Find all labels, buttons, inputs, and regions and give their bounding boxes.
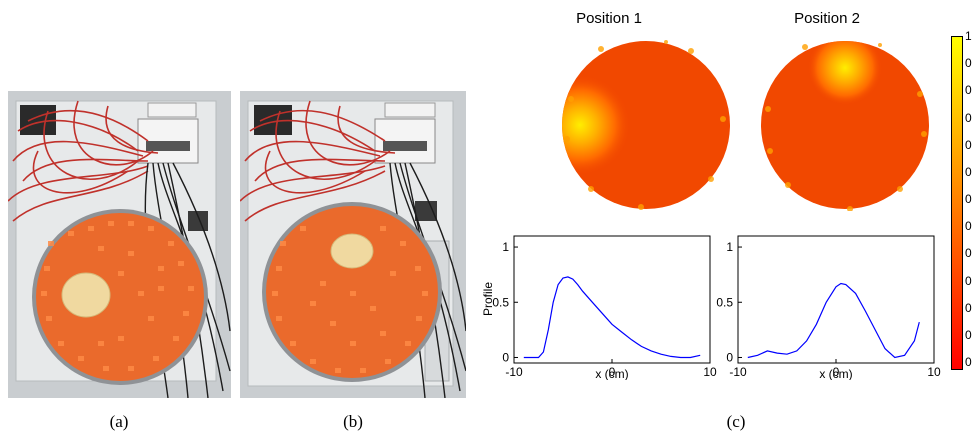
x-tick-label: -10 [729,365,747,379]
colorbar-tick-label: 0 [965,56,972,71]
x-tick-label: 10 [927,365,941,379]
colorbar-tick-label: 0 [965,246,972,261]
phantom-photo-b-image [240,91,466,398]
phantom-photo-a-image [8,91,231,398]
colorbar-tick-label: 1 [965,29,972,43]
photo-b [240,91,466,398]
colorbar-tick-label: 0 [965,273,972,288]
colorbar-tick-label: 0 [965,355,972,369]
colorbar-tick-label: 0 [965,110,972,125]
chart-1-xlabel: x (cm) [595,367,628,380]
x-tick-label: 10 [703,365,717,379]
x-tick-label: -10 [505,365,523,379]
y-tick-label: 1 [726,240,733,254]
chart-2-series-line [747,282,920,359]
colorbar-tick-label: 0 [965,164,972,179]
colorbar [951,36,963,370]
heatmap-position-2 [761,41,929,211]
photo-a [8,91,231,398]
y-tick-label: 0.5 [716,295,733,309]
chart-1-plot-frame [513,235,711,364]
chart-2-plot-frame [737,235,935,364]
x-tick-label: 0 [833,365,840,379]
colorbar-tick-label: 0 [965,137,972,152]
heatmap-position-1 [562,40,730,210]
x-tick-label: 0 [609,365,616,379]
y-tick-label: 1 [502,240,509,254]
colorbar-tick-label: 0 [965,327,972,342]
chart-1-ylabel: Profile [481,282,495,316]
chart-2-xlabel: x (cm) [819,367,852,380]
colorbar-tick-label: 0 [965,83,972,98]
caption-c: (c) [726,412,746,431]
colorbar-tick-label: 0 [965,192,972,206]
colorbar-tick-label: 0 [965,219,972,234]
colorbar-tick-label: 0 [965,300,972,315]
y-tick-label: 0 [726,350,733,364]
y-tick-label: 0.5 [492,295,509,309]
caption-b: (b) [343,412,363,431]
map-title-position-2: Position 2 [794,10,860,27]
y-tick-label: 0 [502,350,509,364]
caption-a: (a) [109,412,129,431]
map-title-position-1: Position 1 [576,10,642,27]
chart-1-series-line [523,276,701,359]
